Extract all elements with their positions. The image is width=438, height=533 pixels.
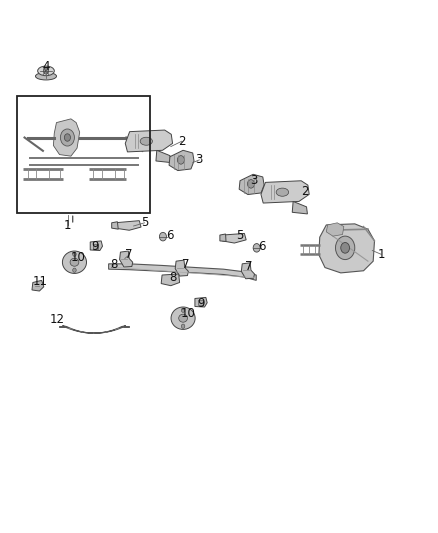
Polygon shape: [161, 274, 180, 286]
Ellipse shape: [70, 258, 79, 266]
Polygon shape: [109, 264, 256, 280]
Text: 6: 6: [258, 240, 266, 253]
Text: 10: 10: [71, 252, 85, 264]
Text: 9: 9: [198, 297, 205, 310]
Circle shape: [253, 244, 260, 252]
Ellipse shape: [171, 307, 195, 329]
Text: 8: 8: [170, 271, 177, 284]
Ellipse shape: [38, 66, 54, 76]
Polygon shape: [326, 223, 344, 236]
Text: 7: 7: [125, 248, 133, 261]
Circle shape: [73, 252, 76, 256]
Text: 5: 5: [237, 229, 244, 242]
Bar: [198, 300, 203, 305]
Polygon shape: [112, 222, 118, 229]
Polygon shape: [319, 224, 374, 273]
Circle shape: [181, 324, 185, 328]
Polygon shape: [220, 234, 226, 241]
Text: 2: 2: [300, 185, 308, 198]
Polygon shape: [90, 241, 102, 251]
Text: 2: 2: [178, 135, 186, 148]
Polygon shape: [156, 150, 171, 163]
Ellipse shape: [140, 137, 152, 146]
Text: 8: 8: [110, 258, 117, 271]
Text: 12: 12: [49, 313, 64, 326]
Text: 3: 3: [251, 174, 258, 187]
Polygon shape: [261, 181, 309, 203]
Bar: [17, 96, 150, 213]
Polygon shape: [115, 221, 141, 230]
Bar: [93, 244, 98, 249]
Text: 7: 7: [245, 260, 253, 273]
Ellipse shape: [276, 188, 289, 196]
Circle shape: [159, 232, 166, 241]
Polygon shape: [241, 263, 254, 279]
Circle shape: [181, 308, 185, 312]
Circle shape: [341, 243, 350, 253]
Polygon shape: [195, 297, 207, 307]
Ellipse shape: [179, 314, 187, 322]
Circle shape: [177, 156, 184, 164]
Circle shape: [247, 180, 254, 188]
Polygon shape: [292, 201, 307, 214]
Circle shape: [73, 268, 76, 272]
Bar: [123, 326, 129, 327]
Text: 6: 6: [166, 229, 174, 242]
Text: 10: 10: [181, 308, 196, 320]
Text: 3: 3: [196, 154, 203, 166]
Text: 11: 11: [33, 276, 48, 288]
Circle shape: [64, 134, 71, 141]
Polygon shape: [239, 174, 264, 195]
Polygon shape: [120, 251, 133, 267]
Polygon shape: [175, 260, 188, 276]
Text: 5: 5: [141, 216, 148, 229]
Polygon shape: [125, 130, 173, 152]
Text: 4: 4: [42, 60, 50, 73]
Polygon shape: [53, 119, 80, 156]
Text: 1: 1: [64, 219, 72, 232]
Text: 1: 1: [377, 248, 385, 261]
Ellipse shape: [35, 72, 57, 80]
Text: 9: 9: [92, 240, 99, 253]
Polygon shape: [223, 233, 246, 243]
Text: 7: 7: [182, 258, 190, 271]
Bar: [59, 326, 65, 327]
Circle shape: [43, 68, 49, 74]
Circle shape: [336, 236, 355, 260]
Polygon shape: [169, 150, 194, 171]
Ellipse shape: [63, 251, 87, 273]
Polygon shape: [32, 280, 44, 291]
Polygon shape: [63, 326, 126, 333]
Circle shape: [60, 129, 74, 146]
